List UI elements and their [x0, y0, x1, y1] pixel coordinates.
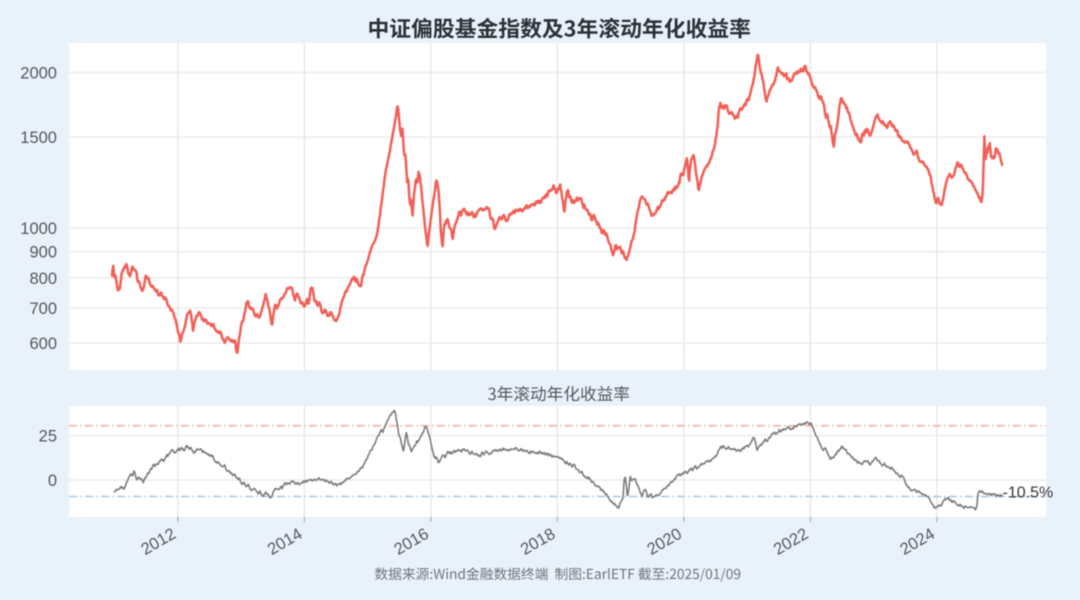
svg-text:800: 800	[29, 270, 57, 288]
svg-text:1000: 1000	[20, 220, 57, 238]
svg-text:0: 0	[48, 472, 57, 490]
svg-text:-10.5%: -10.5%	[1003, 485, 1054, 502]
svg-text:600: 600	[29, 335, 57, 353]
svg-text:1500: 1500	[20, 129, 57, 147]
svg-text:700: 700	[29, 300, 57, 318]
svg-text:25: 25	[39, 427, 57, 445]
svg-text:2000: 2000	[20, 64, 57, 82]
svg-text:900: 900	[29, 244, 57, 262]
